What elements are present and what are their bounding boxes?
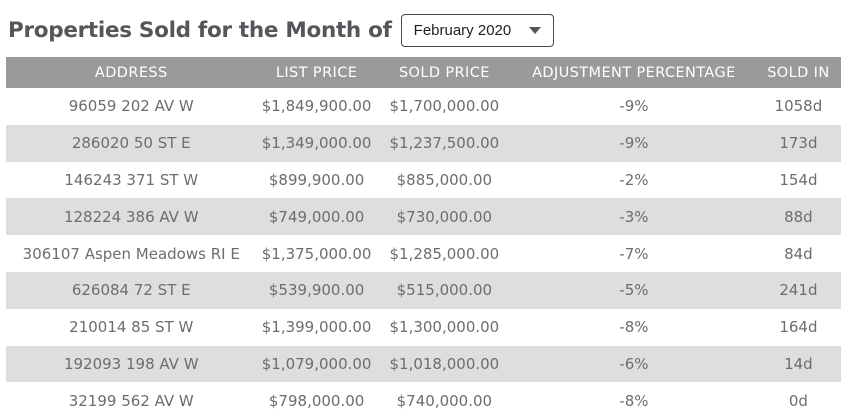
chevron-down-icon (528, 26, 541, 34)
cell-list-price: $539,900.00 (268, 281, 365, 300)
cell-adjustment-percentage: -3% (619, 207, 649, 226)
table-body: 96059 202 AV W $1,849,900.00 $1,700,000.00… (6, 88, 841, 419)
column-header-sold-price: SOLD PRICE (376, 57, 512, 88)
cell-list-price: $798,000.00 (268, 391, 365, 410)
table-row: 146243 371 ST W $899,900.00 $885,000.00 -2%… (6, 161, 841, 199)
cell-list-price: $1,349,000.00 (261, 134, 372, 153)
cell-address: 32199 562 AV W (68, 391, 194, 410)
cell-list-price: $1,849,900.00 (261, 97, 372, 116)
table-row: 626084 72 ST E $539,900.00 $515,000.00 -5% 2… (6, 271, 841, 309)
cell-address: 146243 371 ST W (64, 170, 199, 189)
cell-sold-in: 154d (779, 170, 818, 189)
month-select[interactable]: February 2020 (400, 13, 554, 47)
cell-sold-in: 0d (788, 391, 808, 410)
cell-sold-price: $1,237,500.00 (389, 134, 500, 153)
month-select-value: February 2020 (413, 21, 512, 39)
cell-sold-price: $1,285,000.00 (389, 244, 500, 263)
cell-address: 306107 Aspen Meadows RI E (22, 244, 240, 263)
cell-sold-in: 88d (784, 207, 813, 226)
cell-address: 192093 198 AV W (63, 354, 199, 373)
table-row: 128224 386 AV W $749,000.00 $730,000.00 -3%… (6, 198, 841, 236)
cell-list-price: $1,375,000.00 (261, 244, 372, 263)
cell-sold-price: $515,000.00 (396, 281, 493, 300)
column-header-list-price: LIST PRICE (256, 57, 377, 88)
cell-sold-price: $885,000.00 (396, 170, 493, 189)
cell-adjustment-percentage: -2% (619, 170, 649, 189)
table-row: 32199 562 AV W $798,000.00 $740,000.00 -8% 0… (6, 382, 841, 419)
column-header-sold-in: SOLD IN (755, 57, 841, 88)
cell-list-price: $749,000.00 (268, 207, 365, 226)
page-title: Properties Sold for the Month of (8, 17, 392, 43)
table-header: ADDRESS LIST PRICE SOLD PRICE ADJUSTMENT… (6, 57, 841, 88)
cell-sold-in: 84d (784, 244, 813, 263)
cell-address: 210014 85 ST W (69, 318, 194, 337)
cell-sold-price: $740,000.00 (396, 391, 493, 410)
column-header-adjustment-percentage: ADJUSTMENT PERCENTAGE (512, 57, 756, 88)
cell-sold-in: 164d (779, 318, 818, 337)
cell-sold-in: 241d (779, 281, 818, 300)
cell-sold-in: 1058d (774, 97, 823, 116)
cell-sold-price: $1,700,000.00 (389, 97, 500, 116)
title-bar: Properties Sold for the Month of Februar… (0, 0, 850, 50)
column-header-address: ADDRESS (6, 57, 257, 88)
cell-sold-in: 14d (784, 354, 813, 373)
table-row: 306107 Aspen Meadows RI E $1,375,000.00 $1… (6, 235, 841, 272)
cell-adjustment-percentage: -8% (619, 391, 649, 410)
cell-adjustment-percentage: -9% (619, 134, 649, 153)
cell-sold-price: $1,300,000.00 (389, 318, 500, 337)
cell-adjustment-percentage: -9% (619, 97, 649, 116)
cell-adjustment-percentage: -7% (619, 244, 649, 263)
cell-adjustment-percentage: -5% (619, 281, 649, 300)
cell-list-price: $1,399,000.00 (261, 318, 372, 337)
cell-sold-price: $1,018,000.00 (389, 354, 500, 373)
cell-sold-in: 173d (779, 134, 818, 153)
cell-adjustment-percentage: -6% (619, 354, 649, 373)
table-row: 286020 50 ST E $1,349,000.00 $1,237,500.00… (6, 124, 841, 162)
cell-address: 626084 72 ST E (71, 281, 191, 300)
cell-list-price: $899,900.00 (268, 170, 365, 189)
cell-list-price: $1,079,000.00 (261, 354, 372, 373)
cell-address: 128224 386 AV W (63, 207, 199, 226)
cell-address: 96059 202 AV W (68, 97, 194, 116)
properties-table: ADDRESS LIST PRICE SOLD PRICE ADJUSTMENT… (6, 57, 841, 419)
cell-adjustment-percentage: -8% (619, 318, 649, 337)
cell-sold-price: $730,000.00 (396, 207, 493, 226)
table-row: 96059 202 AV W $1,849,900.00 $1,700,000.00… (6, 88, 841, 125)
table-row: 192093 198 AV W $1,079,000.00 $1,018,000.0… (6, 345, 841, 383)
table-row: 210014 85 ST W $1,399,000.00 $1,300,000.00… (6, 308, 841, 346)
cell-address: 286020 50 ST E (71, 134, 191, 153)
